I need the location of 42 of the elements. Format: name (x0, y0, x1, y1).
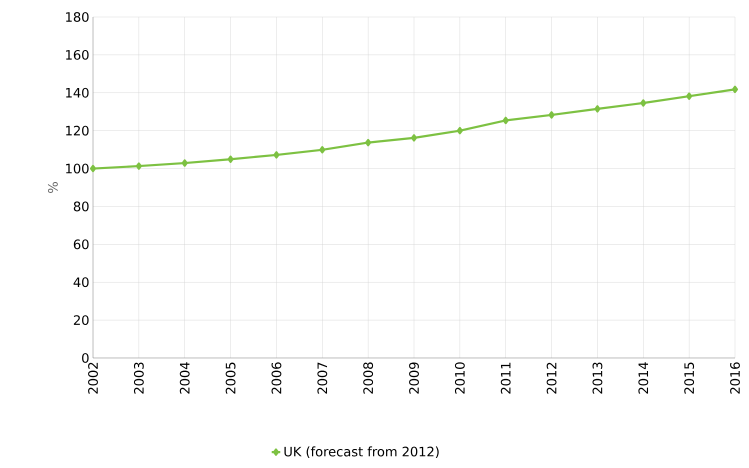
y-tick-label: 20 (74, 315, 89, 326)
point (273, 151, 280, 159)
y-tick-label: 0 (82, 353, 89, 363)
x-tick-label: 2012 (546, 362, 556, 394)
x-tick-label: 2013 (592, 362, 602, 394)
point (410, 134, 418, 142)
point (90, 164, 96, 172)
x-tick-label: 2014 (638, 362, 648, 394)
x-tick-label: 2005 (226, 362, 236, 394)
y-tick-label: 120 (66, 126, 89, 136)
point (182, 159, 188, 167)
y-tick-label: 80 (74, 202, 89, 212)
point (502, 116, 509, 124)
x-tick-label: 2004 (180, 362, 190, 394)
x-tick-label: 2007 (317, 362, 328, 394)
point (594, 105, 600, 113)
point (228, 156, 234, 163)
x-tick-label: 2010 (454, 362, 465, 394)
y-tick-label: 60 (74, 239, 89, 250)
x-tick-label: 2009 (409, 362, 419, 394)
x-tick-label: 2003 (134, 362, 144, 394)
x-tick-label: 2016 (730, 362, 740, 394)
point (319, 146, 326, 154)
y-axis-title: % (48, 182, 58, 193)
y-tick-label: 100 (66, 164, 89, 174)
point (686, 92, 692, 100)
point (640, 99, 646, 107)
y-tick-label: 180 (66, 12, 89, 22)
y-tick-label: 160 (66, 50, 89, 60)
x-tick-label: 2006 (272, 362, 282, 394)
point (365, 138, 372, 146)
legend-label: UK (forecast from 2012) (284, 446, 439, 458)
x-tick-label: 2011 (500, 362, 511, 394)
x-tick-label: 2002 (88, 362, 98, 394)
y-tick-label: 140 (66, 88, 89, 98)
point (456, 126, 463, 134)
y-tick-label: 40 (74, 277, 89, 288)
point (732, 86, 738, 94)
x-tick-label: 2008 (363, 362, 374, 394)
point (136, 162, 142, 170)
x-tick-label: 2015 (684, 362, 694, 394)
point (548, 111, 555, 119)
